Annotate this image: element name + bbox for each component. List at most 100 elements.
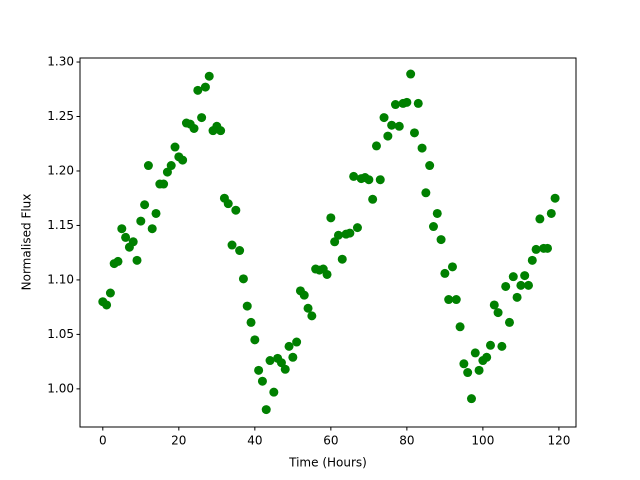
point <box>246 317 256 327</box>
point <box>550 193 560 203</box>
point <box>231 205 241 215</box>
point <box>455 322 465 332</box>
point <box>371 141 381 151</box>
point <box>337 254 347 264</box>
point <box>280 364 290 374</box>
point <box>504 317 514 327</box>
point <box>466 394 476 404</box>
point <box>117 224 127 234</box>
point <box>292 337 302 347</box>
point <box>390 100 400 110</box>
plot-frame <box>79 57 577 428</box>
point <box>417 143 427 153</box>
point <box>463 368 473 378</box>
y-tick-label: 1.10 <box>47 272 74 286</box>
point <box>269 387 279 397</box>
point <box>444 295 454 305</box>
point <box>375 175 385 185</box>
point <box>204 71 214 81</box>
point <box>223 199 233 209</box>
y-tick-label: 1.05 <box>47 327 74 341</box>
point <box>200 82 210 92</box>
x-tick-label: 40 <box>247 434 262 448</box>
point <box>482 352 492 362</box>
point <box>265 356 275 366</box>
point <box>508 272 518 282</box>
point <box>409 128 419 138</box>
x-tick-label: 100 <box>471 434 494 448</box>
point <box>387 120 397 130</box>
point <box>147 224 157 234</box>
y-tick-label: 1.00 <box>47 381 74 395</box>
point <box>406 69 416 79</box>
point <box>440 268 450 278</box>
point <box>368 194 378 204</box>
point <box>546 208 556 218</box>
point <box>470 348 480 358</box>
point <box>303 303 313 313</box>
point <box>512 292 522 302</box>
point <box>140 200 150 210</box>
point <box>413 98 423 108</box>
point <box>254 365 264 375</box>
point <box>238 274 248 284</box>
point <box>105 288 115 298</box>
point <box>349 171 359 181</box>
point <box>250 335 260 345</box>
point <box>425 161 435 171</box>
y-tick-label: 1.30 <box>47 55 74 69</box>
point <box>235 246 245 256</box>
point <box>535 214 545 224</box>
point <box>447 262 457 272</box>
point <box>394 121 404 131</box>
point <box>364 175 374 185</box>
x-tick-label: 80 <box>399 434 414 448</box>
point <box>159 179 169 189</box>
y-tick-label: 1.20 <box>47 163 74 177</box>
point <box>193 85 203 95</box>
point <box>493 308 503 318</box>
point <box>178 155 188 165</box>
point <box>197 113 207 123</box>
point <box>102 300 112 310</box>
point <box>136 216 146 226</box>
point <box>261 405 271 415</box>
point <box>330 237 340 247</box>
point <box>352 223 362 233</box>
x-tick-label: 120 <box>547 434 570 448</box>
y-tick-label: 1.15 <box>47 218 74 232</box>
point <box>451 295 461 305</box>
point <box>345 228 355 238</box>
point <box>436 235 446 245</box>
point <box>383 131 393 141</box>
x-axis-label: Time (Hours) <box>288 456 367 470</box>
point <box>326 213 336 223</box>
point <box>523 280 533 290</box>
y-tick-label: 1.25 <box>47 109 74 123</box>
point <box>299 290 309 300</box>
point <box>121 232 131 242</box>
point <box>379 113 389 123</box>
point <box>151 208 161 218</box>
point <box>516 280 526 290</box>
point <box>322 269 332 279</box>
point <box>421 188 431 198</box>
point <box>132 255 142 265</box>
point <box>542 243 552 253</box>
point <box>227 240 237 250</box>
point <box>162 167 172 177</box>
point <box>189 123 199 133</box>
point <box>307 311 317 321</box>
point <box>288 352 298 362</box>
point <box>143 161 153 171</box>
point <box>489 300 499 310</box>
point <box>432 208 442 218</box>
point <box>531 244 541 254</box>
point <box>501 281 511 291</box>
point <box>166 161 176 171</box>
x-tick-label: 20 <box>171 434 186 448</box>
point <box>497 341 507 351</box>
point <box>284 341 294 351</box>
x-tick-label: 60 <box>323 434 338 448</box>
